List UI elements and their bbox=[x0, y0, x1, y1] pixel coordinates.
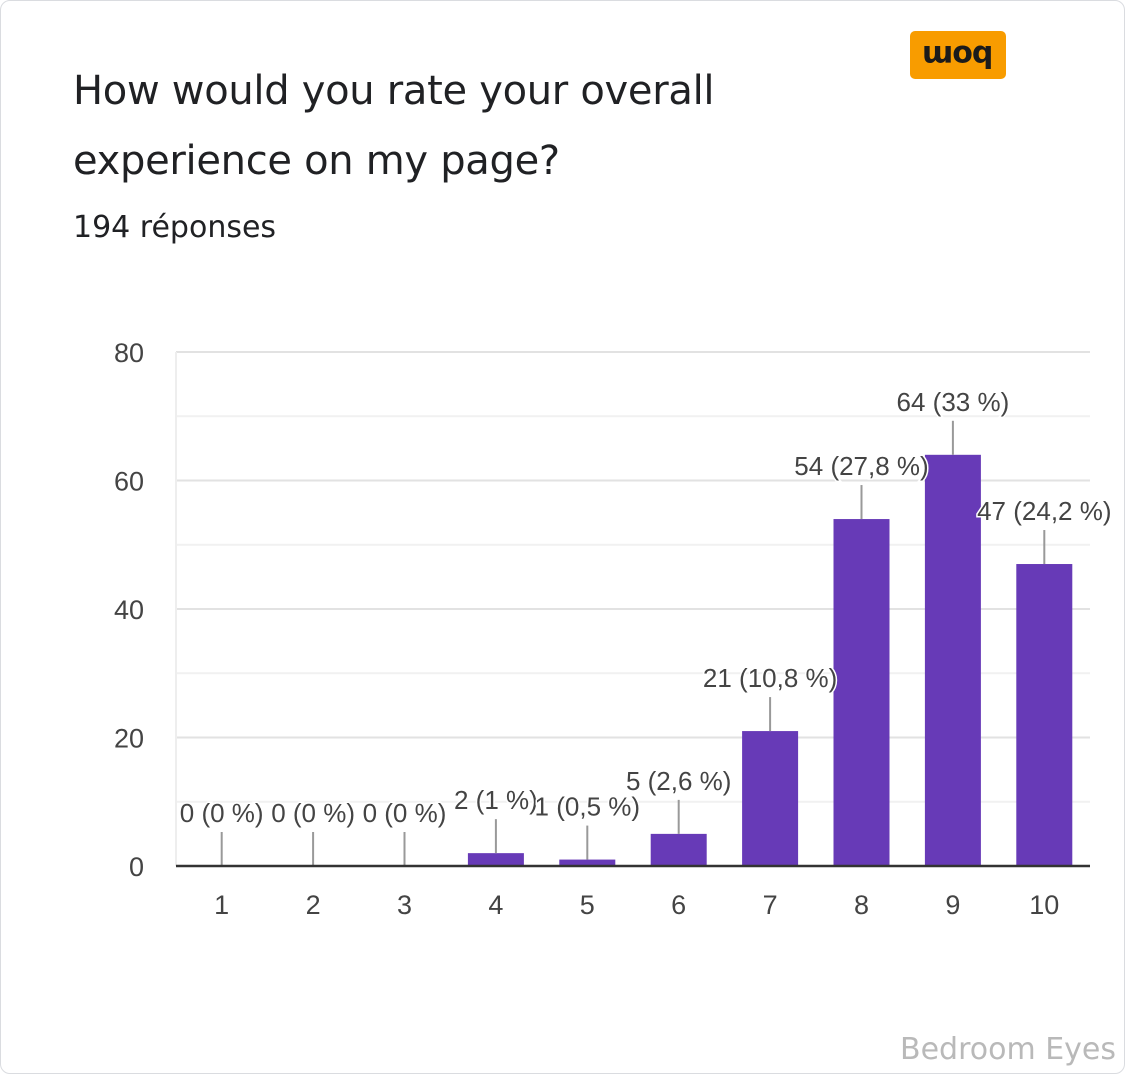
data-label: 21 (10,8 %) bbox=[703, 663, 837, 693]
x-tick-label: 9 bbox=[945, 890, 960, 920]
y-tick-label: 80 bbox=[114, 338, 144, 368]
data-label: 1 (0,5 %) bbox=[535, 792, 641, 822]
x-tick-label: 7 bbox=[763, 890, 778, 920]
x-tick-label: 6 bbox=[671, 890, 686, 920]
x-tick-label: 3 bbox=[397, 890, 412, 920]
data-label: 0 (0 %) bbox=[363, 798, 447, 828]
x-tick-label: 10 bbox=[1029, 890, 1059, 920]
data-label: 47 (24,2 %) bbox=[977, 496, 1111, 526]
x-tick-label: 5 bbox=[580, 890, 595, 920]
data-label: 5 (2,6 %) bbox=[626, 766, 732, 796]
bar[interactable] bbox=[467, 853, 524, 866]
y-tick-label: 60 bbox=[114, 467, 144, 497]
y-tick-label: 20 bbox=[114, 724, 144, 754]
x-tick-label: 2 bbox=[306, 890, 321, 920]
logo-badge: bom bbox=[910, 31, 1006, 79]
data-label: 0 (0 %) bbox=[180, 798, 264, 828]
x-tick-label: 8 bbox=[854, 890, 869, 920]
bar[interactable] bbox=[650, 833, 707, 866]
watermark-text: Bedroom Eyes bbox=[900, 1032, 1117, 1067]
axes: 0 20 40 60 80 1 2 3 4 5 6 7 8 9 10 bbox=[114, 338, 1090, 920]
response-count: 194 réponses bbox=[73, 210, 277, 245]
y-tick-label: 0 bbox=[129, 852, 144, 882]
data-label: 54 (27,8 %) bbox=[794, 451, 928, 481]
label-leaders bbox=[220, 420, 1046, 866]
bar[interactable] bbox=[559, 859, 616, 866]
bar[interactable] bbox=[833, 519, 890, 866]
data-label: 0 (0 %) bbox=[271, 798, 355, 828]
y-tick-label: 40 bbox=[114, 595, 144, 625]
data-labels: 0 (0 %) 0 (0 %) 0 (0 %) 2 (1 %)1 (0,5 %)5 (… bbox=[178, 385, 1113, 829]
x-tick-label: 4 bbox=[488, 890, 503, 920]
question-title: How would you rate your overall experien… bbox=[73, 68, 715, 184]
bars bbox=[467, 454, 1073, 866]
data-label: 64 (33 %) bbox=[897, 387, 1010, 417]
bar[interactable] bbox=[742, 731, 799, 866]
x-tick-label: 1 bbox=[214, 890, 229, 920]
bar[interactable] bbox=[1016, 564, 1073, 866]
data-label: 2 (1 %) bbox=[454, 785, 538, 815]
bar[interactable] bbox=[924, 454, 981, 866]
